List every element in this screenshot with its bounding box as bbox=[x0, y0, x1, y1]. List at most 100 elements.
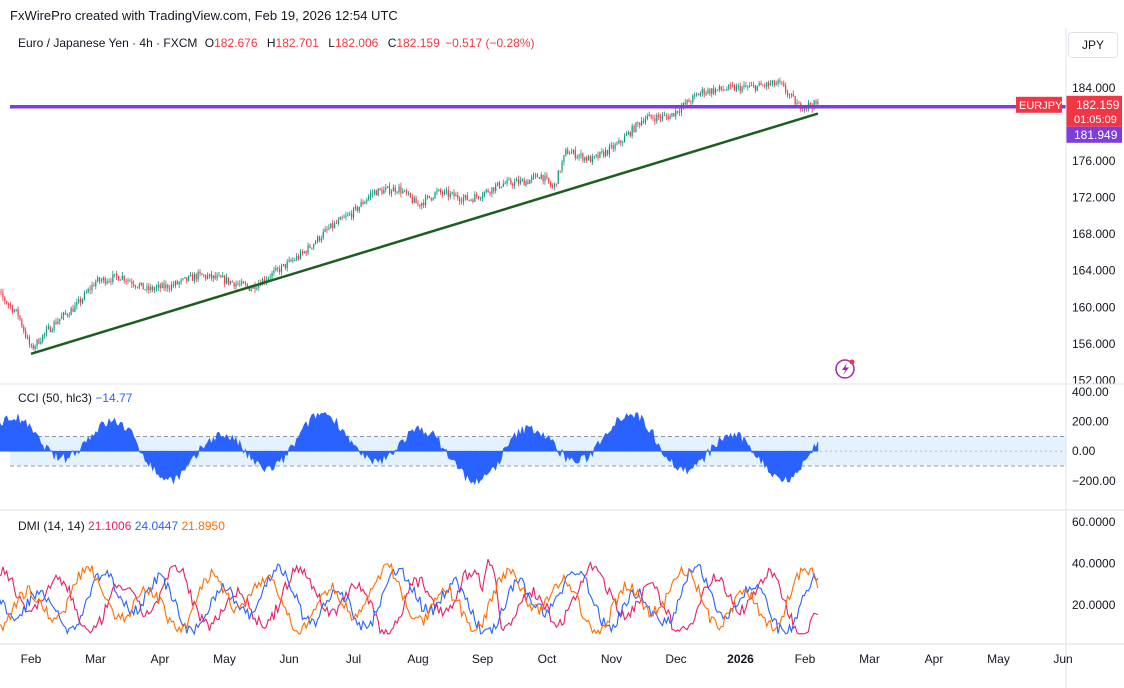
time-tick-label: Feb bbox=[795, 652, 816, 666]
candle bbox=[430, 197, 432, 202]
candle bbox=[98, 276, 101, 284]
candle bbox=[136, 286, 139, 289]
candle bbox=[546, 172, 548, 181]
candle bbox=[764, 82, 766, 89]
candle bbox=[495, 182, 497, 194]
candle bbox=[646, 113, 648, 121]
time-tick-label: Oct bbox=[538, 652, 557, 666]
candle bbox=[15, 308, 17, 312]
candle bbox=[517, 175, 520, 187]
candle bbox=[214, 271, 216, 280]
candle bbox=[57, 317, 59, 325]
candle bbox=[150, 284, 152, 293]
candle bbox=[587, 154, 590, 161]
candle bbox=[695, 92, 698, 97]
candle bbox=[7, 302, 10, 309]
candle bbox=[675, 108, 677, 120]
candle bbox=[447, 186, 449, 201]
candle bbox=[233, 282, 235, 290]
candle bbox=[97, 275, 99, 283]
candle bbox=[337, 217, 339, 226]
candle bbox=[506, 177, 508, 187]
time-tick-label: Jul bbox=[346, 652, 361, 666]
candle bbox=[557, 169, 559, 185]
candle bbox=[205, 274, 207, 282]
candle bbox=[244, 280, 247, 287]
candle bbox=[703, 88, 705, 98]
candle bbox=[23, 324, 25, 334]
candle bbox=[146, 283, 148, 293]
candle bbox=[165, 280, 167, 292]
candle bbox=[478, 195, 480, 200]
candle bbox=[360, 198, 362, 208]
candle bbox=[133, 280, 135, 288]
candle bbox=[396, 190, 398, 194]
candle bbox=[540, 172, 542, 180]
candle bbox=[783, 80, 785, 88]
time-tick-label: Dec bbox=[665, 652, 686, 666]
alert-icon[interactable] bbox=[835, 359, 855, 379]
candle bbox=[127, 277, 129, 285]
candle bbox=[0, 288, 2, 296]
price-tick-label: 176.000 bbox=[1072, 154, 1116, 168]
candle bbox=[404, 189, 406, 193]
candle bbox=[671, 112, 673, 118]
candle bbox=[457, 191, 459, 201]
candle bbox=[663, 111, 665, 116]
candle bbox=[472, 198, 474, 204]
cci-series bbox=[0, 411, 819, 485]
candle bbox=[388, 182, 391, 196]
candle bbox=[523, 177, 525, 186]
candle bbox=[26, 334, 29, 340]
cci-tick-label: 0.00 bbox=[1072, 444, 1096, 458]
trend-line[interactable] bbox=[30, 112, 819, 356]
candle bbox=[381, 186, 383, 196]
candle bbox=[411, 193, 413, 205]
candle bbox=[502, 179, 504, 188]
cci-legend[interactable]: CCI (50, hlc3) −14.77 bbox=[18, 391, 132, 405]
candle bbox=[349, 211, 351, 217]
candle bbox=[17, 306, 19, 320]
candle bbox=[479, 196, 482, 201]
close-label: C bbox=[387, 36, 397, 50]
candle bbox=[428, 195, 430, 199]
currency-selector[interactable]: JPY bbox=[1068, 32, 1118, 58]
candle bbox=[138, 282, 140, 290]
candle bbox=[595, 154, 597, 158]
candle bbox=[413, 195, 415, 204]
candle bbox=[108, 278, 110, 284]
candle bbox=[199, 268, 201, 277]
cci-value: −14.77 bbox=[95, 391, 133, 405]
candle bbox=[606, 149, 609, 157]
candle bbox=[589, 155, 592, 163]
candle bbox=[307, 242, 309, 255]
candle bbox=[684, 98, 686, 106]
candle bbox=[351, 210, 353, 221]
time-tick-label: Feb bbox=[21, 652, 42, 666]
candle bbox=[318, 235, 321, 243]
dmi-legend[interactable]: DMI (14, 14) 21.1006 24.0447 21.8950 bbox=[18, 519, 225, 533]
candle bbox=[777, 78, 779, 87]
candle bbox=[222, 271, 224, 278]
candle bbox=[80, 296, 82, 307]
candle bbox=[227, 277, 230, 286]
candle bbox=[19, 315, 21, 322]
candle bbox=[570, 148, 573, 154]
candle bbox=[735, 83, 738, 93]
candle bbox=[279, 265, 281, 275]
candle bbox=[550, 180, 552, 188]
symbol-name[interactable]: Euro / Japanese Yen · 4h · FXCM bbox=[18, 36, 198, 50]
candle bbox=[455, 192, 457, 197]
candle bbox=[25, 327, 27, 339]
candle bbox=[434, 191, 436, 200]
candle bbox=[193, 271, 195, 284]
candle bbox=[553, 182, 556, 191]
candle bbox=[656, 112, 658, 124]
candle bbox=[470, 198, 472, 202]
candle bbox=[673, 112, 675, 118]
candle bbox=[195, 273, 197, 283]
candle bbox=[387, 186, 389, 189]
candle bbox=[49, 325, 51, 333]
candle bbox=[481, 191, 484, 202]
